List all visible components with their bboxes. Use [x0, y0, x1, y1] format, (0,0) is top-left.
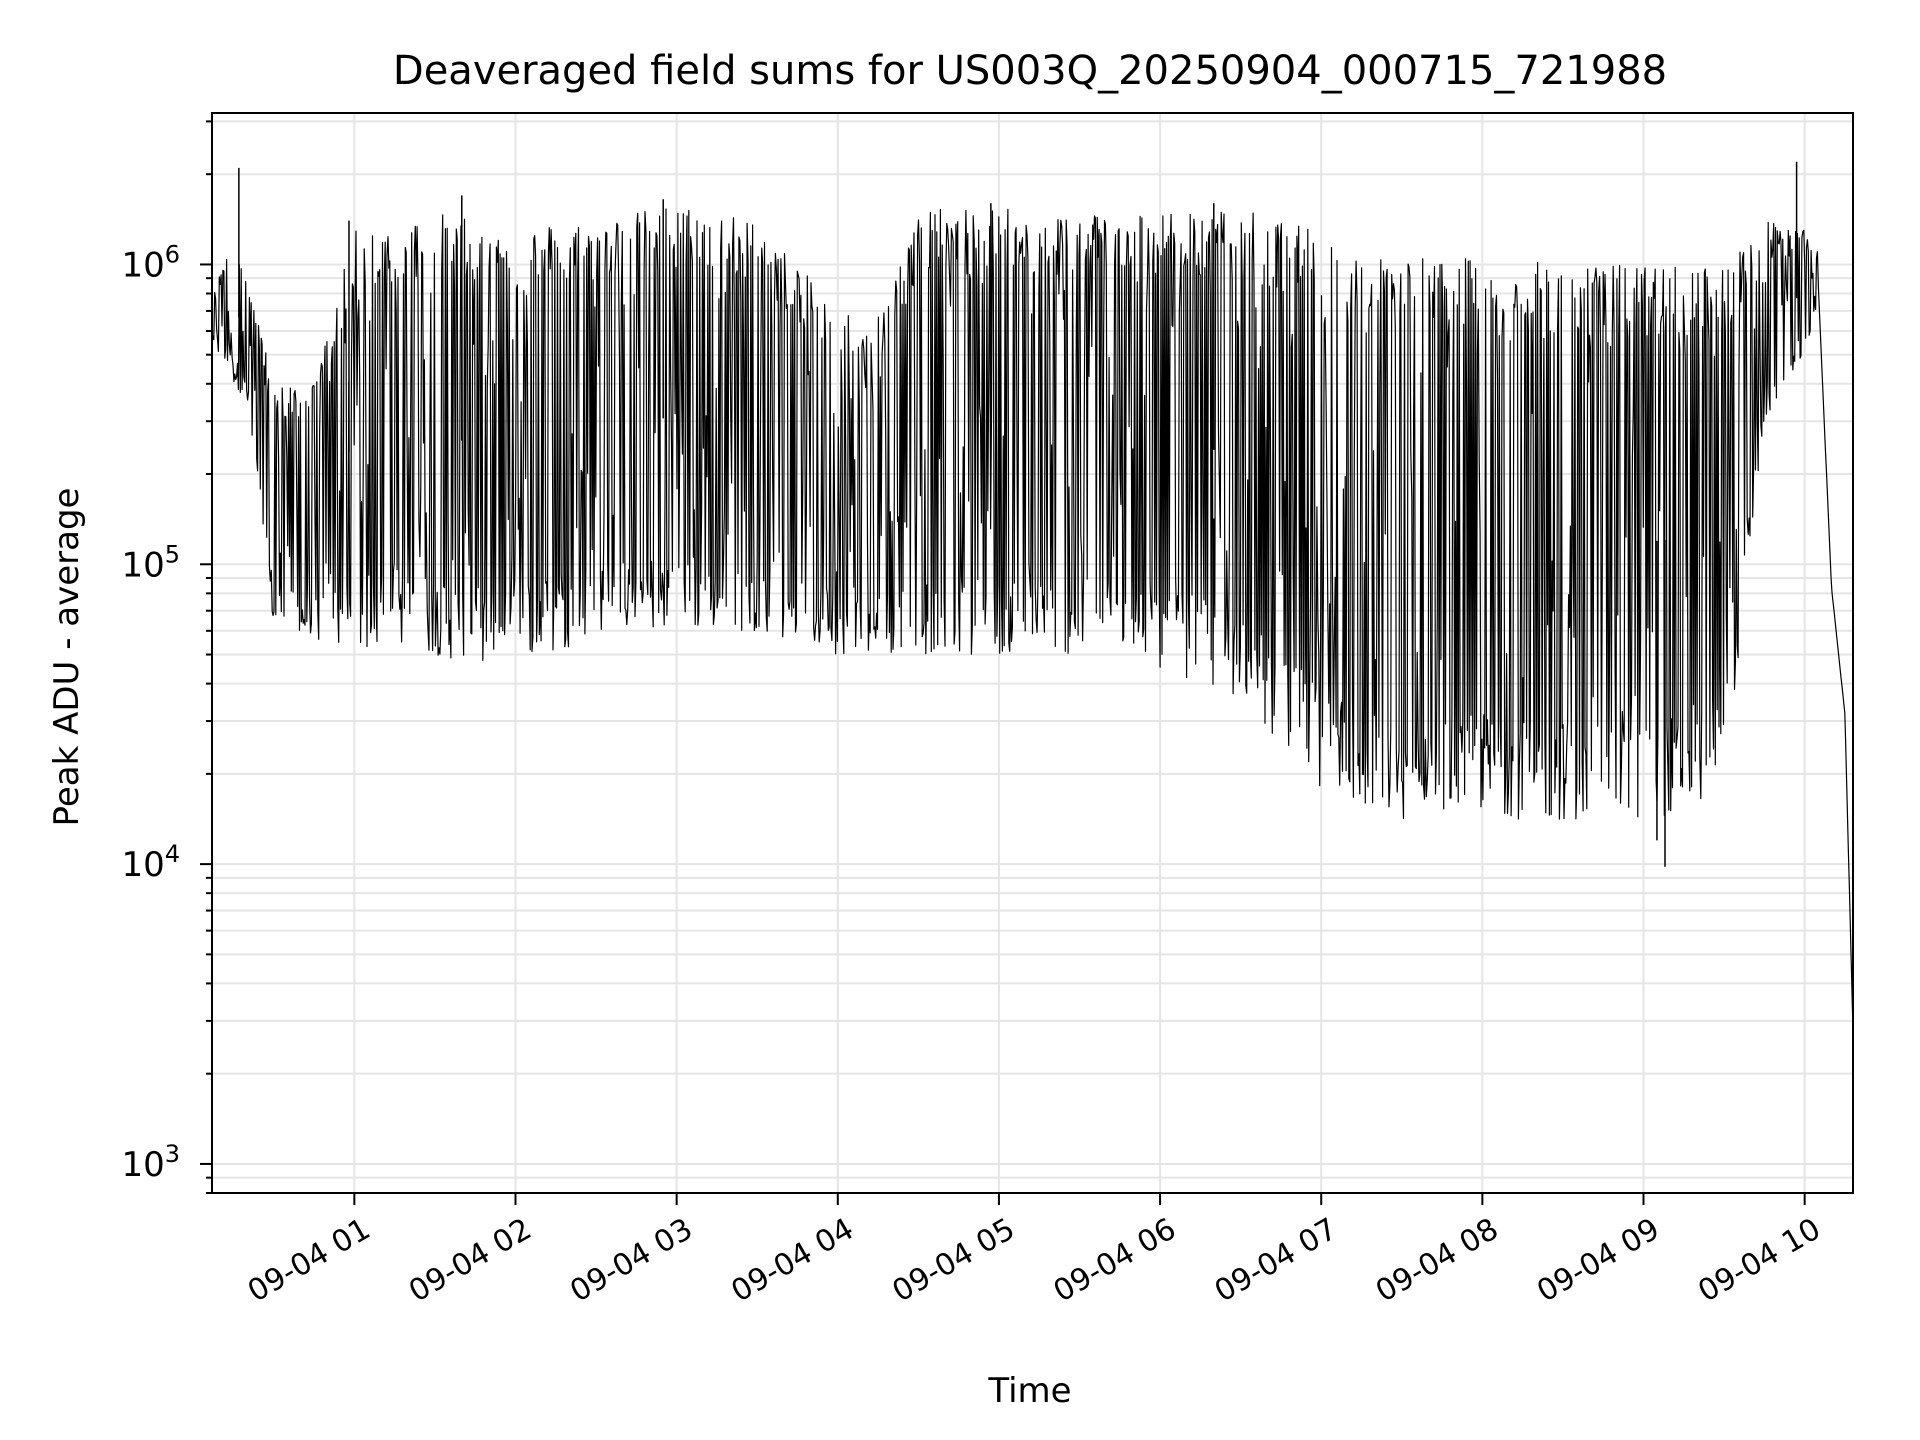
y-tick-exponent: 3: [165, 1140, 180, 1168]
y-tick-label: 106: [121, 240, 180, 285]
x-axis-label: Time: [987, 1371, 1071, 1411]
y-tick-base: 10: [121, 845, 164, 885]
y-tick-base: 10: [121, 545, 164, 585]
chart-title: Deaveraged field sums for US003Q_2025090…: [393, 48, 1667, 94]
plot-frame: [211, 112, 1854, 1194]
y-tick-exponent: 5: [165, 540, 180, 568]
y-tick-base: 10: [121, 245, 164, 285]
y-tick-base: 10: [121, 1145, 164, 1185]
y-tick-label: 103: [121, 1140, 180, 1185]
y-tick-exponent: 4: [165, 840, 180, 868]
y-tick-label: 105: [121, 540, 180, 585]
y-axis-label: Peak ADU - average: [47, 488, 87, 827]
y-tick-label: 104: [121, 840, 180, 885]
y-tick-exponent: 6: [165, 240, 180, 268]
data-layer: [211, 161, 1854, 1033]
series-line: [211, 208, 1854, 1033]
